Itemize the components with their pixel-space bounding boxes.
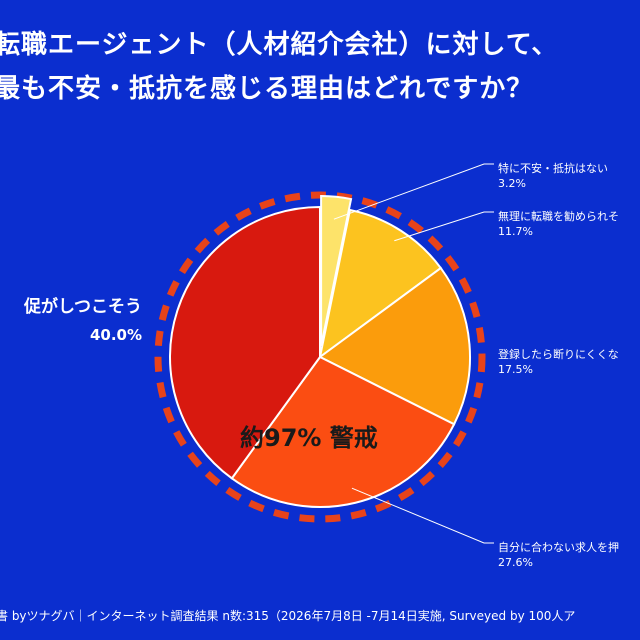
- slice-label-1: 特に不安・抵抗はない: [498, 161, 608, 175]
- slice-value-1: 3.2%: [498, 177, 526, 190]
- slice-label-2: 無理に転職を勧められそ: [498, 209, 619, 223]
- leader-lines: [333, 163, 494, 544]
- chart-title-line-2: 最も不安・抵抗を感じる理由はどれですか？: [0, 74, 534, 104]
- pie-slices: [169, 195, 471, 508]
- slice-label-5: 促がしつこそう: [23, 296, 142, 317]
- pie-slice-3: [318, 266, 471, 426]
- slice-label-3: 登録したら断りにくくな: [498, 347, 619, 361]
- leader-line-2: [394, 211, 494, 242]
- pie-slice-1: [320, 195, 353, 347]
- pie-slice-5: [169, 205, 321, 480]
- slice-value-4: 27.6%: [498, 556, 533, 569]
- highlight-text: 約97% 警戒: [240, 424, 378, 452]
- leader-line-1: [333, 163, 494, 220]
- slice-value-5: 40.0%: [90, 326, 142, 344]
- slice-labels: 特に不安・抵抗はない 3.2% 無理に転職を勧められそ 11.7% 登録したら断りにくく…: [23, 161, 619, 569]
- pie-slice-4: [230, 355, 456, 508]
- slice-value-3: 17.5%: [498, 363, 533, 376]
- footer-source-note: 書 byツナグバ｜インターネット調査結果 n数:315（2026年7月8日 -7…: [0, 609, 576, 623]
- slice-label-4: 自分に合わない求人を押: [498, 540, 619, 554]
- chart-title-line-1: 転職エージェント（人材紹介会社）に対して、: [0, 30, 559, 60]
- slice-value-2: 11.7%: [498, 225, 533, 238]
- leader-line-4: [351, 487, 494, 544]
- dashed-outline-ring: [154, 191, 486, 523]
